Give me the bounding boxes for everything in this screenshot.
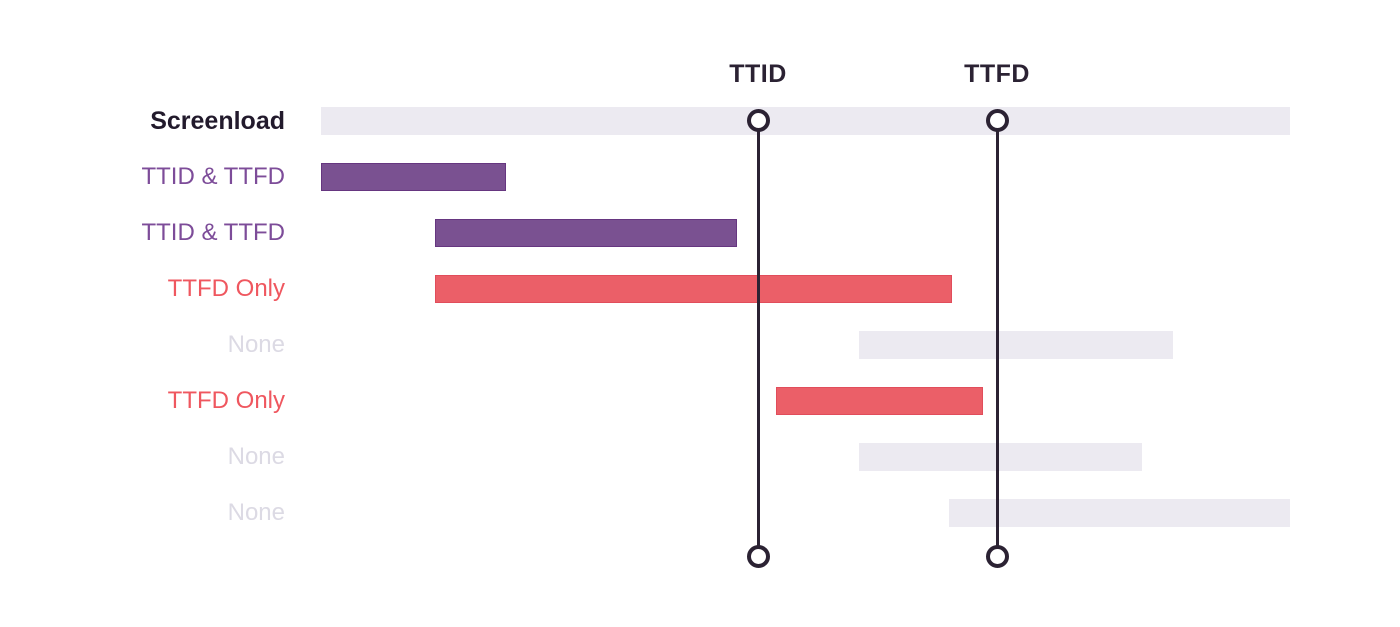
ttid-marker-line [756, 120, 760, 556]
ttid-label: TTID [729, 60, 787, 88]
row-label-4: TTFD Only [167, 275, 285, 302]
row-bar-8 [949, 499, 1290, 527]
row-label-2: TTID & TTFD [141, 163, 285, 190]
row-label-8: None [227, 499, 285, 526]
ttfd-circle-bottom [985, 544, 1009, 568]
ttfd-circle-top [985, 108, 1009, 132]
ttid-circle-top [746, 108, 770, 132]
row-label-3: TTID & TTFD [141, 219, 285, 246]
row-bar-4 [435, 275, 952, 303]
row-label-7: None [227, 443, 285, 470]
row-label-1: Screenload [150, 107, 285, 135]
ttfd-marker-line [995, 120, 999, 556]
row-bar-2 [321, 163, 506, 191]
row-label-6: TTFD Only [167, 387, 285, 414]
row-bar-3 [435, 219, 737, 247]
row-label-5: None [227, 331, 285, 358]
ttfd-label: TTFD [964, 60, 1030, 88]
ttid-circle-bottom [746, 544, 770, 568]
row-bar-7 [859, 443, 1142, 471]
row-bar-1 [321, 107, 1290, 135]
row-bar-6 [776, 387, 983, 415]
row-bar-5 [859, 331, 1173, 359]
